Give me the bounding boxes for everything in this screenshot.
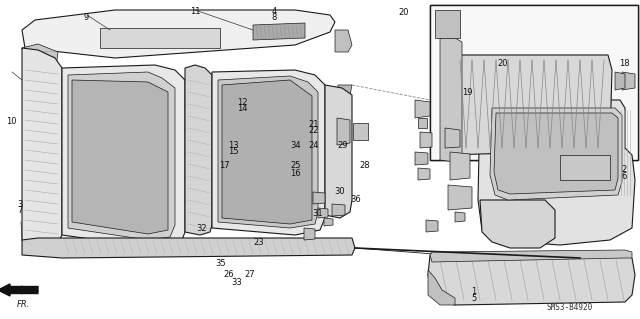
Polygon shape [222,80,312,224]
Polygon shape [185,65,212,235]
Text: 29: 29 [337,141,348,150]
Polygon shape [426,220,438,232]
Polygon shape [338,85,352,98]
Text: SMS3-B4920: SMS3-B4920 [547,302,593,311]
Polygon shape [418,168,430,180]
Text: 26: 26 [224,270,234,279]
Text: 33: 33 [232,278,242,287]
Polygon shape [615,72,625,90]
Text: 30: 30 [334,187,344,196]
Polygon shape [560,155,610,180]
Polygon shape [428,254,635,305]
Text: 12: 12 [237,98,247,107]
Polygon shape [68,72,175,240]
Text: 23: 23 [254,238,264,247]
Polygon shape [442,55,612,155]
Text: 19: 19 [462,88,472,97]
Polygon shape [318,208,328,218]
Text: 16: 16 [291,169,301,178]
Text: 35: 35 [216,259,226,268]
Text: 15: 15 [228,147,239,156]
Polygon shape [22,238,355,258]
Polygon shape [324,218,333,226]
Polygon shape [494,113,618,194]
Polygon shape [304,228,315,240]
Polygon shape [430,250,632,262]
Text: 3: 3 [18,200,23,209]
Text: 20: 20 [497,59,508,68]
Text: 36: 36 [350,195,360,204]
Polygon shape [415,100,430,118]
Polygon shape [415,152,428,165]
Text: 4: 4 [271,7,276,16]
Polygon shape [325,85,352,218]
Text: 25: 25 [291,161,301,170]
Polygon shape [22,44,58,80]
Text: 31: 31 [313,209,323,218]
Polygon shape [428,270,455,305]
Polygon shape [480,200,555,248]
Polygon shape [420,132,432,148]
Polygon shape [253,23,305,40]
Polygon shape [72,80,168,234]
Polygon shape [335,30,352,52]
Polygon shape [448,185,472,210]
Text: 7: 7 [18,206,23,215]
Text: 24: 24 [308,141,319,150]
Polygon shape [478,100,635,245]
Text: 18: 18 [619,59,629,68]
Text: 17: 17 [219,161,229,170]
Polygon shape [62,65,185,248]
Polygon shape [445,128,460,148]
Polygon shape [22,48,62,252]
Text: 21: 21 [308,120,319,129]
Text: 1: 1 [471,287,476,296]
Polygon shape [313,192,325,204]
Text: 10: 10 [6,117,17,126]
Text: 22: 22 [308,126,319,135]
Bar [430,5,638,160]
Text: 28: 28 [360,161,370,170]
Text: 32: 32 [196,224,207,233]
Text: 8: 8 [271,13,276,22]
Polygon shape [100,28,220,48]
Polygon shape [455,212,465,222]
Polygon shape [218,76,318,228]
Polygon shape [353,123,368,140]
Text: 5: 5 [471,294,476,303]
Polygon shape [418,118,427,128]
Polygon shape [435,10,460,38]
Text: 9: 9 [84,13,89,22]
Polygon shape [332,204,345,216]
Polygon shape [212,70,325,235]
Text: 20: 20 [398,8,408,17]
Bar [430,5,638,160]
Text: 34: 34 [291,141,301,150]
Text: 6: 6 [621,172,627,181]
FancyArrow shape [0,284,38,296]
Text: 14: 14 [237,104,247,113]
Text: FR.: FR. [16,300,29,309]
Text: 11: 11 [190,7,200,16]
Text: 27: 27 [244,270,255,279]
Text: 13: 13 [228,141,239,150]
Polygon shape [622,72,635,90]
Polygon shape [440,38,462,162]
Polygon shape [450,152,470,180]
Polygon shape [337,118,350,145]
Polygon shape [22,10,335,58]
Text: 2: 2 [621,165,627,174]
Polygon shape [490,108,622,200]
